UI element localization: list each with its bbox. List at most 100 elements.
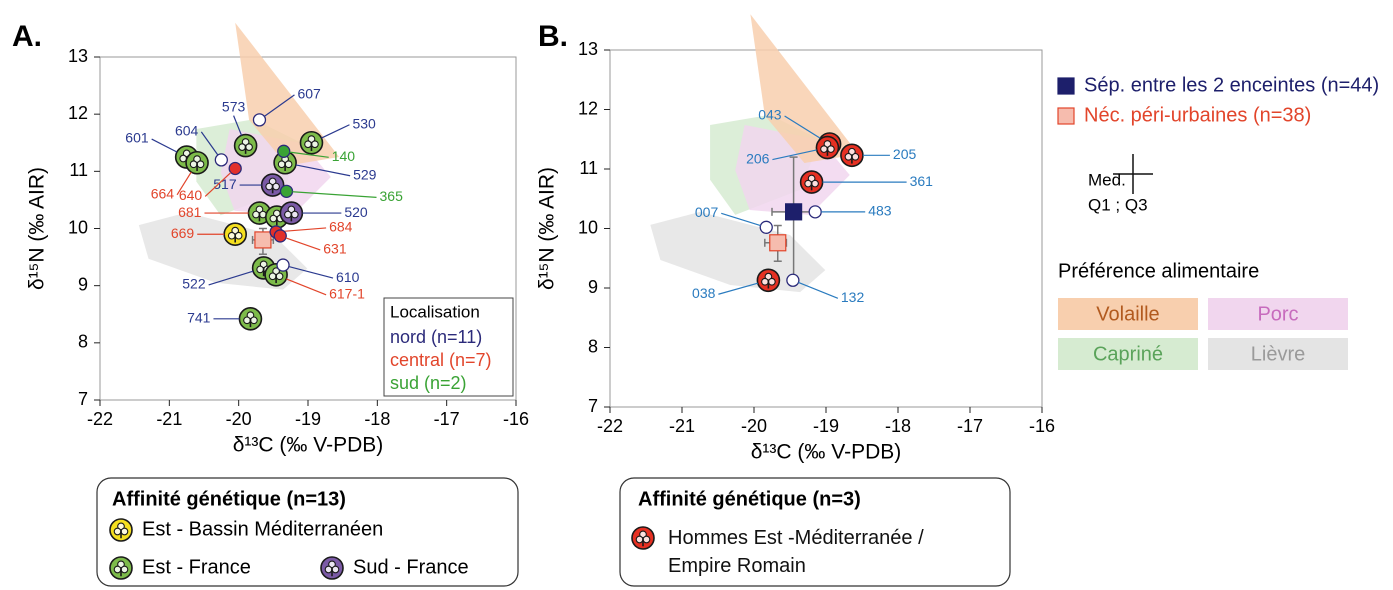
point-label: 365 (380, 188, 404, 204)
summary-point (784, 203, 803, 221)
clover-leaf (844, 152, 853, 161)
label-leader (282, 227, 327, 233)
label-leader (321, 124, 350, 139)
clover-leaf (193, 155, 201, 163)
legend-label: nord (n=11) (390, 327, 482, 347)
clover-leaf (311, 140, 319, 149)
clover-leaf (635, 535, 644, 544)
clover-leaf (243, 316, 251, 325)
clover-leaf (290, 210, 299, 219)
legend-icon (320, 556, 344, 580)
point-label: 617-1 (329, 286, 365, 302)
x-tick-label: -22 (87, 409, 113, 429)
clover-leaf (848, 147, 856, 156)
label-leader (264, 94, 295, 117)
label-leader (176, 171, 192, 196)
point-label: 529 (353, 166, 377, 182)
legend-swatch (1208, 298, 1348, 330)
label-leader (285, 237, 321, 251)
data-point (273, 229, 287, 243)
legend-label: Med. (1088, 170, 1126, 189)
y-tick-label: 10 (68, 217, 88, 237)
y-axis-label: δ¹⁵N (‰ AIR) (536, 167, 559, 290)
clover-leaf (120, 565, 129, 574)
x-tick-label: -16 (1029, 416, 1055, 436)
point-label: 132 (841, 289, 865, 305)
summary-point (769, 234, 787, 252)
clover-leaf (234, 231, 243, 240)
point-label: 140 (332, 148, 356, 164)
point-label: 741 (187, 310, 211, 326)
legend-title: Affinité génétique (n=3) (638, 488, 861, 510)
legend-box (96, 477, 519, 587)
data-point (840, 143, 864, 168)
data-point (273, 150, 297, 175)
clover-leaf (238, 143, 246, 151)
point-label: 684 (329, 219, 353, 235)
clover-leaf (642, 535, 651, 544)
data-point (247, 201, 272, 225)
legend-label: Q1 ; Q3 (1088, 195, 1148, 214)
point-label: 522 (182, 276, 206, 292)
clover-leaf (823, 140, 832, 148)
y-axis-label: δ¹⁵N (‰ AIR) (26, 167, 49, 290)
point-label: 604 (175, 123, 199, 139)
data-point (214, 153, 228, 167)
clover-leaf (268, 177, 277, 186)
label-leader (289, 151, 329, 158)
x-tick-label: -16 (503, 409, 529, 429)
clover-leaf (272, 267, 280, 276)
point-label: 631 (323, 241, 347, 257)
point-label: 007 (695, 204, 719, 220)
legend-label: Hommes Est -Méditerranée / Empire Romain (668, 527, 924, 577)
data-point (786, 273, 800, 287)
point-label: 640 (179, 187, 203, 203)
clover-leaf (246, 311, 255, 320)
point-marker (228, 161, 242, 176)
point-label: 206 (746, 150, 770, 166)
legend-icon (109, 518, 133, 542)
point-label: 038 (692, 285, 716, 301)
data-point (252, 113, 267, 127)
point-marker (808, 205, 822, 219)
point-label: 607 (297, 86, 321, 102)
legend-label: Lièvre (1251, 343, 1305, 365)
data-point (815, 135, 840, 160)
legend-label: sud (n=2) (390, 373, 467, 393)
clover-leaf (827, 145, 835, 153)
legend-icon (109, 556, 133, 580)
point-label: 205 (893, 146, 917, 162)
point-label: 483 (868, 203, 892, 219)
data-point (759, 220, 773, 234)
clover-leaf (227, 231, 236, 240)
x-tick-label: -18 (885, 416, 911, 436)
label-leader (286, 278, 327, 296)
legend-label: Est - Bassin Méditerranéen (142, 518, 383, 540)
clover-leaf (272, 182, 280, 191)
x-tick-label: -17 (957, 416, 983, 436)
clover-leaf (189, 160, 198, 169)
clover-leaf (324, 565, 333, 574)
point-label: 669 (171, 225, 195, 241)
legend-label: Sép. entre les 2 enceintes (n=44) (1084, 74, 1379, 96)
x-tick-label: -21 (156, 409, 182, 429)
y-tick-label: 11 (69, 160, 88, 180)
x-tick-label: -20 (741, 416, 767, 436)
label-leader (798, 281, 839, 299)
point-label: 573 (222, 98, 246, 114)
clover-leaf (761, 277, 769, 286)
x-axis-label: δ¹³C (‰ V-PDB) (233, 434, 384, 457)
clover-leaf (252, 210, 260, 219)
legend-label: Volaille (1096, 303, 1159, 325)
legend-title: Affinité génétique (n=13) (112, 488, 346, 510)
legend-swatch (1208, 338, 1348, 370)
clover-leaf (804, 179, 812, 188)
diet-region (235, 22, 340, 166)
legend-box (619, 477, 1011, 587)
point-marker (276, 258, 290, 272)
point-marker (277, 144, 291, 158)
data-point (276, 258, 290, 272)
label-leader (233, 115, 243, 136)
clover-leaf (331, 565, 340, 574)
